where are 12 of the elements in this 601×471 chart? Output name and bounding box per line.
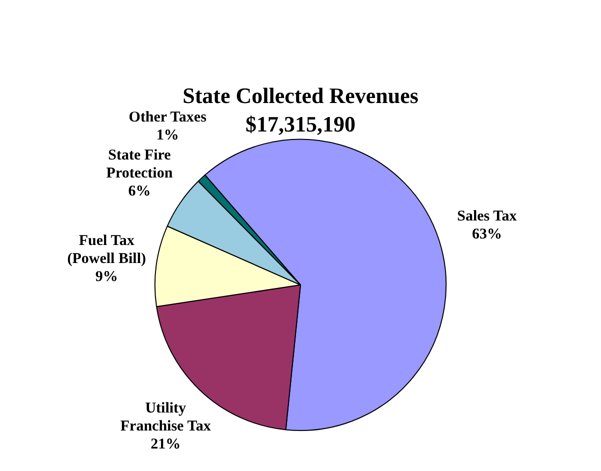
chart-subtitle: $17,315,190	[246, 111, 356, 136]
chart-title: State Collected Revenues	[182, 82, 419, 108]
slice-label: Sales Tax	[457, 208, 518, 225]
slice-label: Other Taxes	[128, 110, 207, 126]
data-label: 6%	[128, 184, 151, 200]
slice-label: State Fire Protection	[106, 148, 174, 182]
slice-label: Fuel Tax (Powell Bill)	[67, 232, 146, 267]
data-label: 1%	[156, 128, 179, 144]
data-label: 63%	[472, 226, 502, 243]
data-label: 9%	[95, 268, 118, 285]
data-label: 21%	[150, 436, 181, 452]
slice-label: Utility Franchise Tax	[120, 400, 212, 434]
